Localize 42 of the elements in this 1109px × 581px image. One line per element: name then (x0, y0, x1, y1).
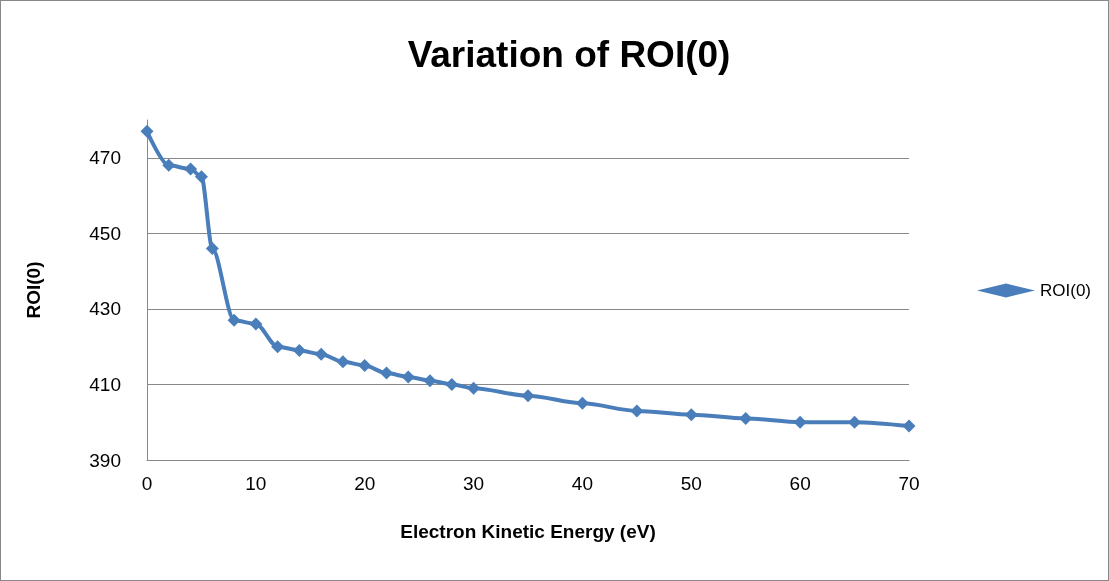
y-tick-label: 450 (89, 222, 121, 244)
x-axis-title: Electron Kinetic Energy (eV) (400, 521, 656, 542)
chart-title: Variation of ROI(0) (407, 34, 731, 75)
point (358, 359, 372, 373)
point (314, 347, 328, 361)
point (521, 389, 535, 403)
x-tick-label: 10 (245, 473, 267, 494)
legend-label: ROI(0) (1040, 281, 1091, 300)
point (445, 377, 459, 391)
y-tick-label: 430 (89, 298, 121, 320)
y-tick-label: 410 (89, 373, 121, 395)
point (467, 381, 481, 395)
point (271, 340, 285, 354)
x-tick-label: 70 (898, 473, 920, 494)
point (902, 419, 916, 433)
point (162, 158, 176, 172)
point (194, 170, 208, 184)
y-axis-title: ROI(0) (23, 261, 44, 319)
point (249, 317, 263, 331)
x-tick-label: 60 (789, 473, 811, 494)
x-tick-label: 30 (463, 473, 485, 494)
y-tick-label: 470 (89, 147, 121, 169)
point (205, 241, 219, 255)
point (336, 355, 350, 369)
point (401, 370, 415, 384)
point (184, 162, 198, 176)
point (793, 415, 807, 429)
point (630, 404, 644, 418)
x-tick-label: 20 (354, 473, 376, 494)
point (423, 374, 437, 388)
y-tick-label: 390 (89, 449, 121, 471)
point (140, 124, 154, 138)
point (684, 408, 698, 422)
point (292, 343, 306, 357)
point (848, 415, 862, 429)
x-tick-label: 50 (680, 473, 702, 494)
point (227, 313, 241, 327)
x-tick-label: 40 (571, 473, 593, 494)
point (575, 396, 589, 410)
point (379, 366, 393, 380)
x-tick-label: 0 (141, 473, 153, 494)
point (739, 411, 753, 425)
